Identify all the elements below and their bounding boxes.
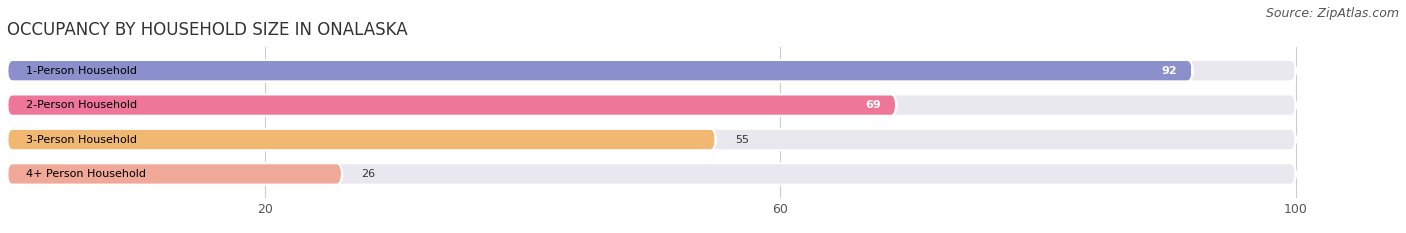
Text: 1-Person Household: 1-Person Household	[27, 66, 138, 76]
Text: 26: 26	[361, 169, 375, 179]
FancyBboxPatch shape	[7, 163, 342, 185]
Text: 3-Person Household: 3-Person Household	[27, 134, 138, 144]
Text: 55: 55	[735, 134, 749, 144]
Text: Source: ZipAtlas.com: Source: ZipAtlas.com	[1265, 7, 1399, 20]
FancyBboxPatch shape	[7, 60, 1192, 81]
FancyBboxPatch shape	[7, 60, 1296, 81]
FancyBboxPatch shape	[7, 129, 1296, 150]
FancyBboxPatch shape	[7, 94, 1296, 116]
FancyBboxPatch shape	[7, 163, 1296, 185]
Text: 69: 69	[865, 100, 880, 110]
Text: OCCUPANCY BY HOUSEHOLD SIZE IN ONALASKA: OCCUPANCY BY HOUSEHOLD SIZE IN ONALASKA	[7, 21, 408, 39]
FancyBboxPatch shape	[7, 129, 716, 150]
Text: 4+ Person Household: 4+ Person Household	[27, 169, 146, 179]
FancyBboxPatch shape	[7, 94, 897, 116]
Text: 92: 92	[1161, 66, 1177, 76]
Text: 2-Person Household: 2-Person Household	[27, 100, 138, 110]
